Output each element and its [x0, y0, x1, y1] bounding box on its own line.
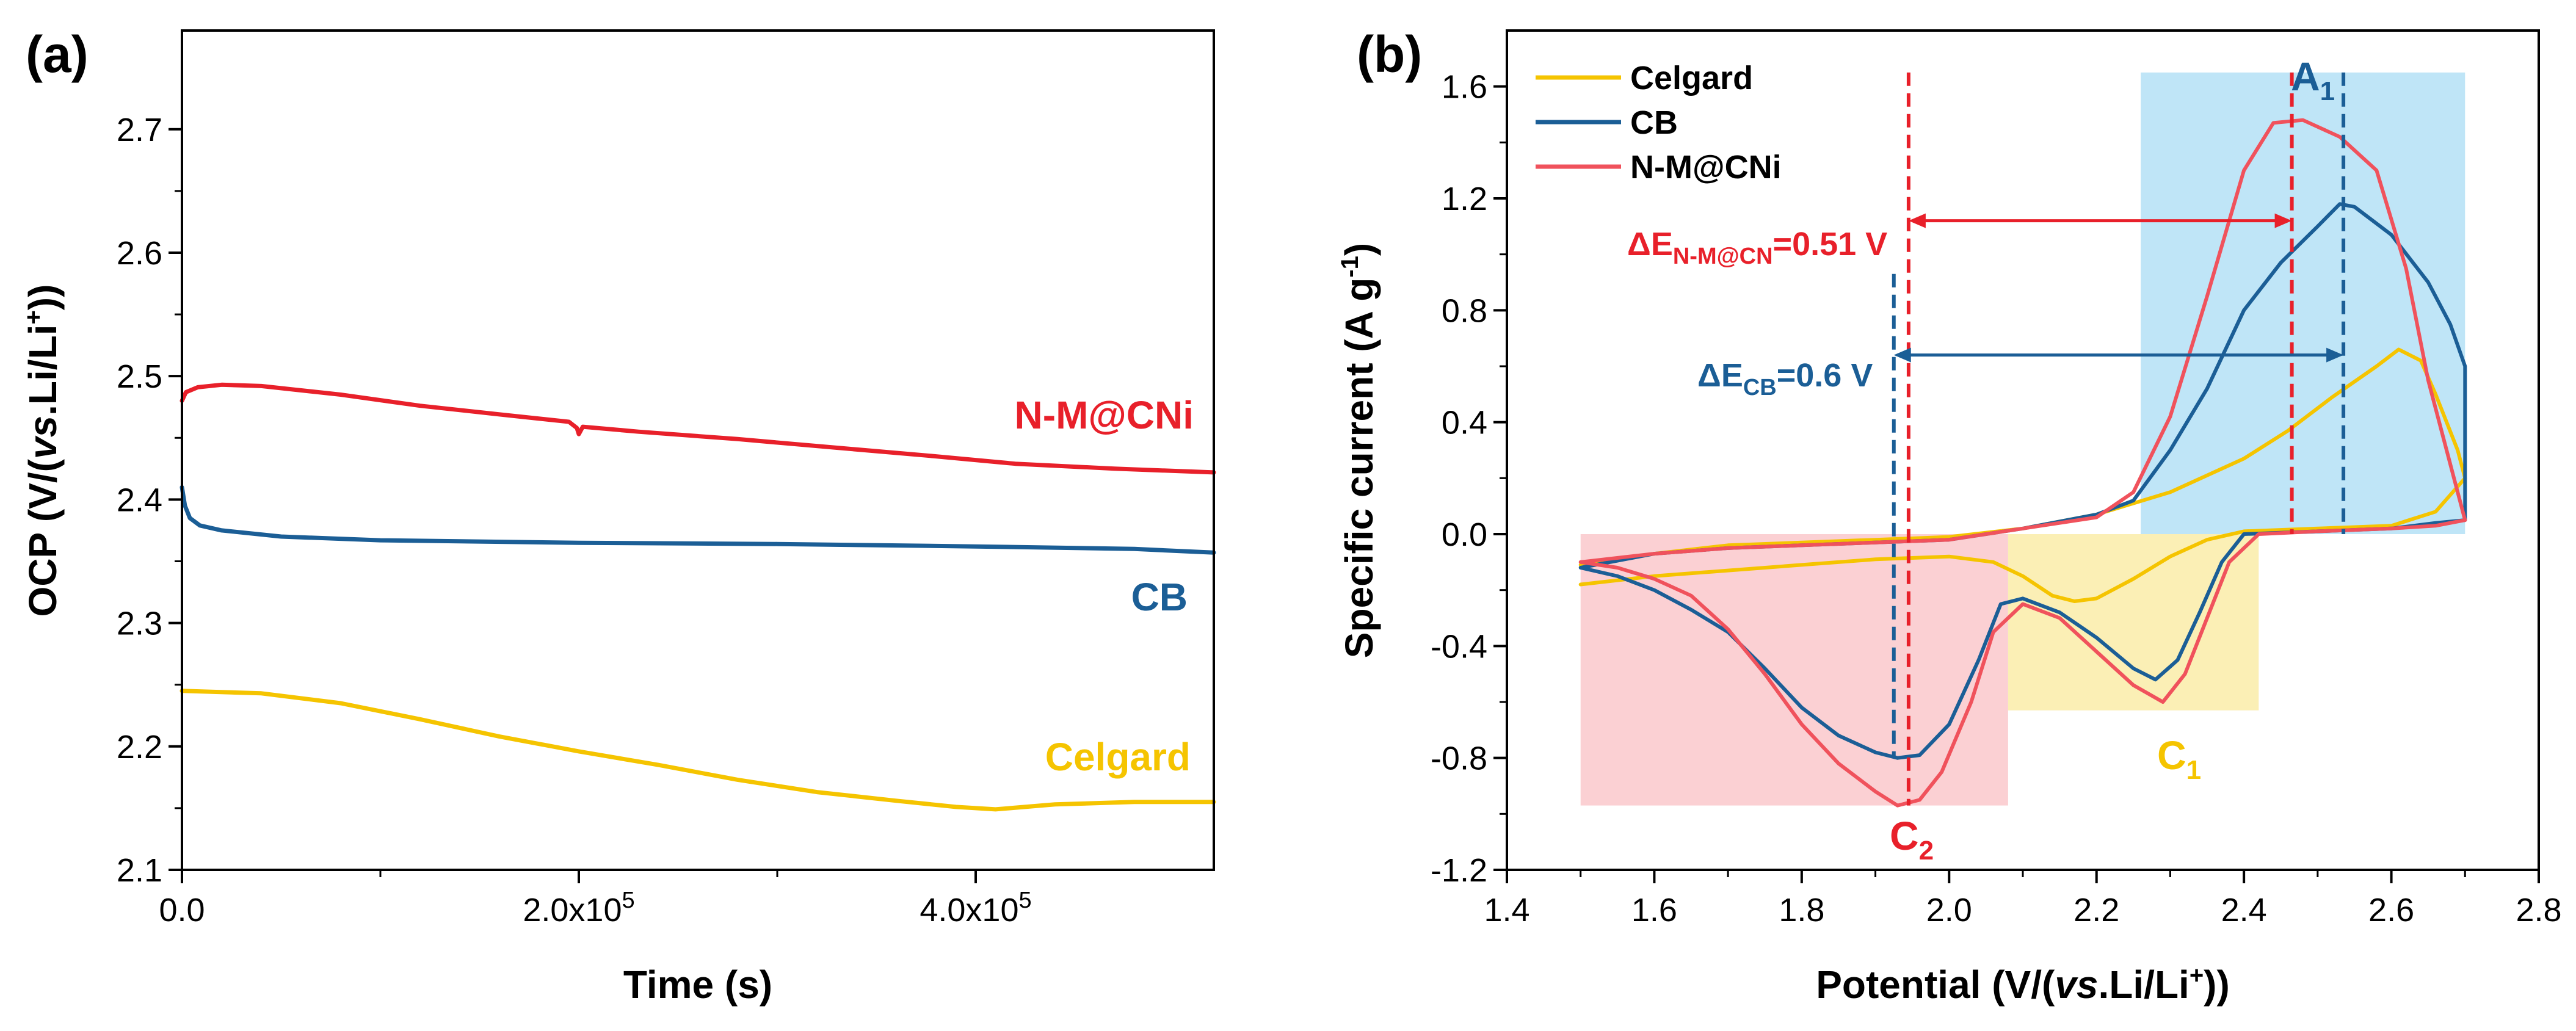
legend-label-nmcni: N-M@CNi [1630, 149, 1782, 186]
y-tick-label: 2.5 [117, 358, 162, 395]
y-tick-label: 2.7 [117, 112, 162, 148]
panel-a-y-axis-title: OCP (V/(vs.Li/Li+)) [20, 284, 65, 617]
peak-label-a1: A1 [2291, 54, 2335, 106]
panel-b-regions [1580, 72, 2465, 806]
legend-item-nmcni: N-M@CNi [1536, 149, 1782, 186]
panel-b-ticks: 1.4 1.6 1.8 2.0 2.2 2.4 2.6 2.8 -1.2 -0.8 -0.4 0.0 0… [1431, 69, 2562, 928]
x-tick-label: 1.4 [1484, 892, 1529, 928]
panel-b-delta-arrows [1893, 213, 2344, 363]
legend-item-cb: CB [1536, 104, 1678, 141]
y-tick-label: 0.0 [1442, 516, 1487, 553]
y-tick-label: -0.8 [1431, 740, 1487, 777]
panel-a-plot-frame [181, 29, 1215, 871]
y-tick-label: 0.8 [1442, 292, 1487, 329]
panel-b-peak-lines [1892, 72, 2346, 806]
panel-a-x-axis-title: Time (s) [623, 963, 772, 1007]
series-line-celgard [180, 689, 1216, 812]
y-tick-label: 1.6 [1442, 69, 1487, 106]
y-tick-label: 2.3 [117, 606, 162, 642]
panel-b-series [1578, 118, 2467, 808]
panel-a-ticks: 0.0 2.0x105 4.0x105 2.1 2.2 2.3 2.4 2.5 2.6 2.7 [117, 112, 1032, 928]
panel-a-label-cb: CB [1131, 575, 1188, 619]
panel-a-label-nmcni: N-M@CNi [1015, 393, 1194, 437]
delta-e-nmcni-arrow-head-left [1908, 213, 1926, 228]
panel-a: (a) 0.0 2.0x105 4.0x105 2.1 2.2 2.3 2.4 2.5 2.6 2… [20, 26, 1216, 1007]
series-line-n-m-cni [180, 382, 1216, 475]
delta-e-nmcni-annotation: ΔEN-M@CN=0.51 V [1627, 226, 1887, 269]
panel-a-label-celgard: Celgard [1045, 735, 1191, 779]
x-tick-label: 2.6 [2368, 892, 2414, 928]
y-tick-label: 0.4 [1442, 405, 1487, 441]
x-tick-label: 2.4 [2221, 892, 2267, 928]
y-tick-label: 2.1 [117, 852, 162, 889]
panel-b-label: (b) [1357, 26, 1422, 83]
y-tick-label: -1.2 [1431, 852, 1487, 889]
x-tick-label: 4.0x105 [920, 888, 1031, 928]
panel-b-legend: Celgard CB N-M@CNi [1536, 60, 1782, 186]
delta-e-cb-arrow-head-left [1893, 347, 1911, 363]
legend-label-cb: CB [1630, 104, 1678, 141]
delta-e-cb-arrow-head-right [2326, 347, 2344, 363]
y-tick-label: 1.2 [1442, 181, 1487, 217]
delta-e-cb-arrow [1893, 347, 2344, 363]
y-tick-label: 2.4 [117, 482, 162, 518]
y-tick-label: 2.2 [117, 729, 162, 765]
x-tick-label: 2.0 [1926, 892, 1972, 928]
x-tick-label: 2.8 [2516, 892, 2561, 928]
x-tick-label: 1.6 [1631, 892, 1677, 928]
delta-e-nmcni-arrow-head-right [2274, 213, 2292, 228]
delta-e-nmcni-arrow [1908, 213, 2292, 228]
delta-e-cb-annotation: ΔECB=0.6 V [1697, 357, 1873, 400]
panel-b: (b) 1.4 1.6 1.8 2.0 2.2 2.4 2.6 2.8 -1.2 -0.8 -0.4… [1337, 26, 2562, 1007]
panel-b-y-axis-title: Specific current (A g-1) [1337, 243, 1381, 658]
legend-label-celgard: Celgard [1630, 60, 1753, 96]
oxidation-region [2141, 72, 2465, 534]
y-tick-label: 2.6 [117, 235, 162, 272]
x-tick-label: 2.0x105 [523, 888, 634, 928]
y-tick-label: -0.4 [1431, 628, 1487, 665]
panel-a-series [180, 382, 1216, 812]
panel-a-label: (a) [26, 26, 89, 83]
peak-label-c1: C1 [2157, 733, 2201, 785]
x-tick-label: 0.0 [159, 892, 205, 928]
series-line-cb [180, 485, 1216, 555]
c1-region [2008, 534, 2259, 711]
series-line-n-m-cni [1578, 118, 2467, 808]
x-tick-label: 1.8 [1779, 892, 1824, 928]
peak-label-c2: C2 [1890, 813, 1934, 866]
panel-b-x-axis-title: Potential (V/(vs.Li/Li+)) [1816, 962, 2230, 1007]
legend-item-celgard: Celgard [1536, 60, 1753, 96]
x-tick-label: 2.2 [2073, 892, 2119, 928]
